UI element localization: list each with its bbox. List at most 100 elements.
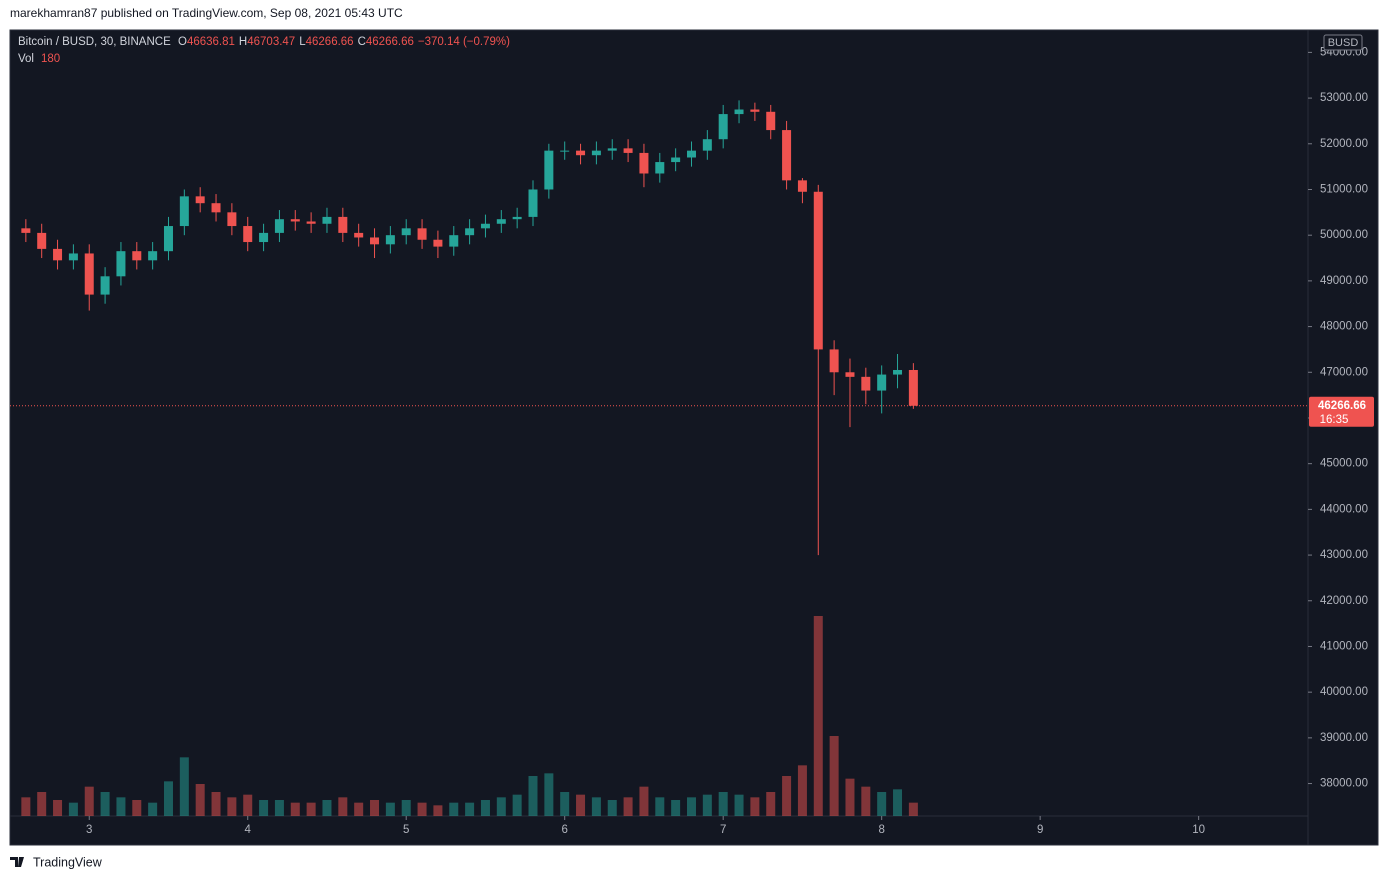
candle-body: [132, 251, 142, 261]
volume-bar: [782, 776, 792, 816]
volume-bar: [274, 800, 284, 816]
volume-bar: [623, 797, 633, 816]
volume-bar: [750, 797, 760, 816]
y-tick-label: 45000.00: [1320, 458, 1368, 470]
volume-bar: [465, 802, 475, 816]
volume-bar: [322, 800, 332, 816]
ohlc-key: L: [299, 36, 306, 48]
volume-bar: [734, 794, 744, 816]
volume-bar: [211, 792, 221, 816]
candle-body: [322, 216, 332, 224]
y-tick-label: 47000.00: [1320, 366, 1368, 378]
volume-bar: [37, 792, 47, 816]
candle-body: [829, 349, 839, 373]
volume-bar: [433, 805, 443, 816]
candle-body: [702, 139, 712, 151]
x-tick-label: 10: [1192, 824, 1205, 836]
volume-bar: [528, 776, 538, 816]
volume-bar: [845, 778, 855, 816]
volume-bar: [163, 781, 173, 816]
candle-body: [385, 235, 395, 245]
y-tick-label: 48000.00: [1320, 321, 1368, 333]
candle-body: [607, 148, 617, 151]
currency: BUSD: [1328, 37, 1359, 49]
x-tick-label: 7: [720, 824, 726, 836]
candle-body: [671, 157, 681, 163]
x-tick-label: 8: [878, 824, 884, 836]
plot-area: [21, 100, 918, 816]
ohlc-key: H: [239, 36, 247, 48]
candle-body: [116, 251, 126, 277]
volume-bar: [227, 797, 237, 816]
volume-bar: [560, 792, 570, 816]
candle-body: [68, 253, 78, 261]
candle-body: [53, 248, 63, 261]
volume-bar: [243, 794, 253, 816]
candle-body: [766, 111, 776, 131]
candle-body: [290, 219, 300, 222]
candle-body: [100, 276, 110, 295]
candle-body: [179, 196, 189, 227]
y-tick-label: 44000.00: [1320, 503, 1368, 515]
y-tick-label: 50000.00: [1320, 229, 1368, 241]
y-tick-label: 51000.00: [1320, 184, 1368, 196]
change: −370.14 (−0.79%): [418, 36, 510, 48]
candle-body: [417, 228, 427, 240]
x-tick-label: 5: [403, 824, 409, 836]
candle-body: [354, 232, 364, 238]
candle-body: [623, 148, 633, 153]
volume-bar: [53, 800, 63, 816]
volume-bar: [195, 784, 205, 816]
candle-body: [686, 150, 696, 158]
candle-body: [211, 203, 221, 213]
volume-bar: [544, 773, 554, 816]
last-price-label: 46266.66: [1318, 400, 1366, 412]
volume-bar: [813, 616, 823, 816]
candle-body: [655, 162, 665, 174]
last-price-badge: [1309, 396, 1374, 427]
y-tick-label: 49000.00: [1320, 275, 1368, 287]
volume-bar: [480, 800, 490, 816]
candle-body: [877, 374, 887, 391]
volume-bar: [148, 802, 158, 816]
candle-body: [148, 251, 158, 261]
y-tick-label: 38000.00: [1320, 778, 1368, 790]
volume-bar: [686, 797, 696, 816]
volume-bar: [797, 765, 807, 816]
candle-body: [401, 228, 411, 236]
volume-bar: [655, 797, 665, 816]
candle-body: [480, 223, 490, 229]
y-tick-label: 52000.00: [1320, 138, 1368, 150]
volume-bar: [576, 794, 586, 816]
volume-bar: [829, 736, 839, 816]
volume-bar: [338, 797, 348, 816]
candle-body: [591, 150, 601, 156]
volume-bar: [908, 802, 918, 816]
y-tick-label: 42000.00: [1320, 595, 1368, 607]
candle-body: [576, 150, 586, 156]
volume-bar: [84, 786, 94, 816]
currency-badge: [1323, 34, 1363, 51]
symbol: Bitcoin / BUSD, 30, BINANCE: [18, 36, 171, 48]
volume-bar: [591, 797, 601, 816]
ohlc-value: 46266.66: [366, 36, 414, 48]
candle-body: [718, 114, 728, 140]
volume-bar: [496, 797, 506, 816]
candle-body: [465, 228, 475, 236]
candle-body: [845, 372, 855, 377]
candle-body: [84, 253, 94, 295]
volume-bar: [893, 789, 903, 816]
logo-mark: [10, 857, 24, 867]
volume-bar: [449, 802, 459, 816]
candle-body: [306, 221, 316, 224]
candle-body: [797, 180, 807, 192]
candle-body: [227, 212, 237, 227]
volume-bar: [401, 800, 411, 816]
y-tick-label: 53000.00: [1320, 92, 1368, 104]
ohlc-key: O: [178, 36, 187, 48]
volume-bar: [21, 797, 31, 816]
candle-body: [528, 189, 538, 217]
volume-bar: [132, 800, 142, 816]
y-tick-label: 41000.00: [1320, 640, 1368, 652]
ohlc-key: C: [358, 36, 366, 48]
